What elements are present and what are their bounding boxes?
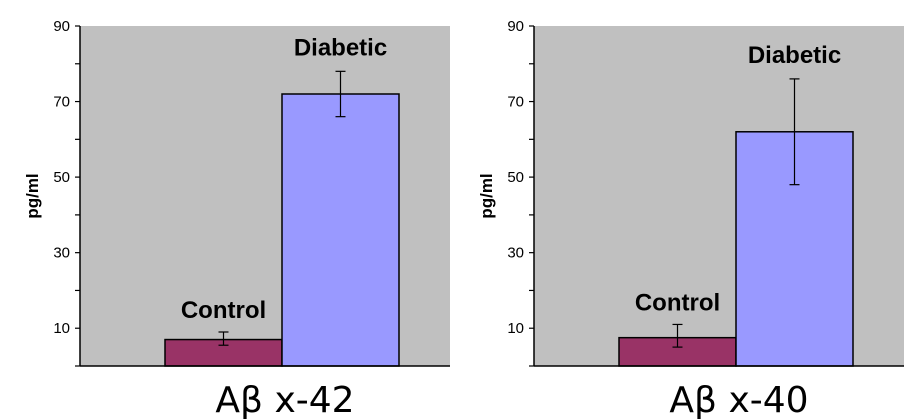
bar-label-diabetic: Diabetic <box>294 34 387 61</box>
y-tick-label: 30 <box>507 245 524 262</box>
y-tick-label: 90 <box>507 18 524 35</box>
y-tick-label: 10 <box>507 320 524 337</box>
chart-ab42-svg: 10 30 50 70 90 pg/ml Control Diabetic Aβ x-42 <box>23 18 450 419</box>
chart-ab40-svg: 10 30 50 70 90 pg/ml Control Diabetic Aβ x-40 <box>477 18 904 419</box>
y-tick-label: 50 <box>53 169 70 186</box>
bar-label-control: Control <box>181 297 266 324</box>
y-axis-label: pg/ml <box>23 173 42 218</box>
x-axis-label: Aβ x-40 <box>669 380 808 419</box>
bar-label-control: Control <box>635 289 720 316</box>
y-tick-label: 50 <box>507 169 524 186</box>
chart-panel-ab42: 10 30 50 70 90 pg/ml Control Diabetic Aβ x-42 <box>23 18 450 419</box>
y-tick-label: 30 <box>53 245 70 262</box>
y-tick-label: 90 <box>53 18 70 35</box>
y-axis-label: pg/ml <box>477 173 496 218</box>
y-tick-label: 70 <box>507 94 524 111</box>
y-tick-label: 10 <box>53 320 70 337</box>
x-axis-label: Aβ x-42 <box>215 380 354 419</box>
chart-panel-ab40: 10 30 50 70 90 pg/ml Control Diabetic Aβ x-40 <box>454 0 908 419</box>
bar-label-diabetic: Diabetic <box>748 42 841 69</box>
bar-diabetic <box>281 93 400 367</box>
y-tick-label: 70 <box>53 94 70 111</box>
